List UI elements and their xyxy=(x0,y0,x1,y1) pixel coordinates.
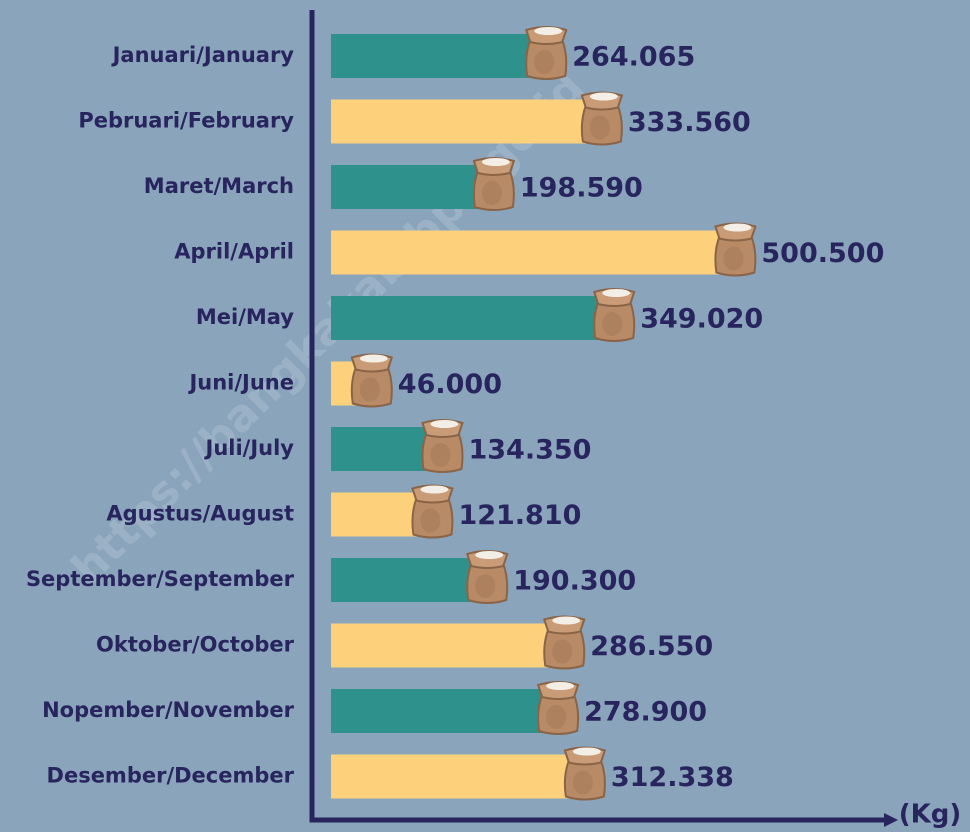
value-label: 121.810 xyxy=(458,500,581,531)
value-label: 134.350 xyxy=(468,435,591,466)
sack-icon xyxy=(580,91,624,146)
value-label: 278.900 xyxy=(584,697,707,728)
category-label: Pebruari/February xyxy=(78,109,294,133)
value-label: 286.550 xyxy=(590,631,713,662)
sack-icon xyxy=(421,419,464,473)
bar xyxy=(331,296,611,340)
sack-rice xyxy=(572,747,601,756)
sack-rice xyxy=(420,485,449,494)
category-label: Januari/January xyxy=(111,43,295,67)
bar xyxy=(331,99,598,144)
value-label: 500.500 xyxy=(761,238,884,269)
category-label: September/September xyxy=(26,567,295,591)
sack-icon xyxy=(411,484,454,539)
sack-shade xyxy=(475,574,496,598)
sack-shade xyxy=(589,115,610,140)
sack-icon xyxy=(350,353,394,408)
sack-icon xyxy=(465,550,509,604)
category-label: Oktober/October xyxy=(96,633,295,657)
sack-icon xyxy=(536,681,580,735)
bar xyxy=(331,34,543,78)
sack-rice xyxy=(359,354,388,363)
value-label: 198.590 xyxy=(520,173,643,204)
sack-rice xyxy=(475,551,504,559)
sack-shade xyxy=(602,312,623,336)
sack-rice xyxy=(589,92,618,101)
sack-icon xyxy=(542,615,586,670)
bar xyxy=(331,689,555,733)
bar xyxy=(331,623,561,668)
bar xyxy=(331,558,484,602)
category-label: Agustus/August xyxy=(106,502,294,526)
sack-shade xyxy=(572,770,593,795)
sack-shade xyxy=(359,377,380,402)
sack-icon xyxy=(592,288,636,342)
bar xyxy=(331,427,439,471)
bar xyxy=(331,165,490,209)
category-label: Maret/March xyxy=(144,174,294,198)
category-label: April/April xyxy=(174,240,294,264)
value-label: 190.300 xyxy=(513,566,636,597)
axis-arrow xyxy=(884,813,898,827)
sack-shade xyxy=(552,639,573,664)
sack-rice xyxy=(430,420,459,428)
category-label: Desember/December xyxy=(47,764,295,788)
value-label: 46.000 xyxy=(398,369,502,400)
category-label: Mei/May xyxy=(196,305,294,329)
sack-icon xyxy=(472,157,516,211)
sack-shade xyxy=(534,50,555,74)
sack-rice xyxy=(546,682,575,690)
value-label: 333.560 xyxy=(628,107,751,138)
sack-rice xyxy=(552,616,581,625)
sack-shade xyxy=(420,508,441,533)
category-label: Juni/June xyxy=(187,371,294,395)
value-label: 264.065 xyxy=(572,42,695,73)
sack-icon xyxy=(524,26,568,80)
bar xyxy=(331,230,732,275)
sack-icon xyxy=(563,746,607,801)
sack-shade xyxy=(481,181,502,205)
category-label: Juli/July xyxy=(204,436,295,460)
sack-shade xyxy=(430,443,451,467)
sack-rice xyxy=(602,289,631,297)
bar xyxy=(331,754,581,799)
sack-icon xyxy=(714,222,757,277)
sack-shade xyxy=(723,246,744,271)
sack-rice xyxy=(723,223,752,232)
value-label: 349.020 xyxy=(640,304,763,335)
sack-rice xyxy=(481,158,510,166)
x-axis-label: (Kg) xyxy=(899,800,962,830)
sack-rice xyxy=(534,27,563,35)
value-label: 312.338 xyxy=(611,762,734,793)
sack-shade xyxy=(546,705,567,729)
category-label: Nopember/November xyxy=(42,698,295,722)
axis-line xyxy=(309,10,888,823)
